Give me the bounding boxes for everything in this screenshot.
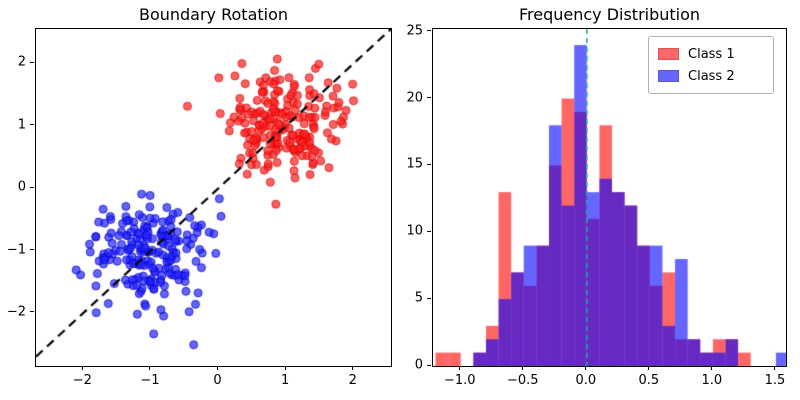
x-tick-label: −2 (72, 373, 92, 388)
legend: Class 1 Class 2 (648, 36, 774, 94)
tick-mark (427, 364, 431, 366)
tick-mark (81, 366, 83, 370)
x-tick-label: 0 (213, 373, 222, 388)
y-tick-label: 2 (17, 54, 26, 70)
x-tick-label: −0.5 (506, 373, 539, 388)
scatter-plot-area (35, 28, 392, 367)
y-tick-label: 25 (406, 23, 423, 39)
x-tick-label: 1.5 (764, 373, 786, 388)
y-tick-label: −1 (6, 242, 26, 258)
scatter-plot-title: Boundary Rotation (138, 5, 289, 24)
x-tick-label: −1 (140, 373, 160, 388)
tick-mark (427, 97, 431, 99)
tick-mark (30, 124, 34, 126)
x-tick-label: 0.5 (638, 373, 660, 388)
y-tick-label: 0 (17, 179, 26, 195)
tick-mark (459, 366, 461, 370)
y-tick-label: 5 (414, 290, 423, 306)
tick-mark (427, 230, 431, 232)
tick-mark (30, 61, 34, 63)
y-tick-label: −2 (6, 304, 26, 320)
legend-label-class2: Class 2 (688, 68, 735, 84)
tick-mark (284, 366, 286, 370)
x-tick-label: 1.0 (701, 373, 723, 388)
legend-entry-class1: Class 1 (658, 43, 764, 65)
tick-mark (774, 366, 776, 370)
tick-mark (217, 366, 219, 370)
y-tick-label: 1 (17, 117, 26, 133)
tick-mark (427, 163, 431, 165)
y-tick-label: 20 (406, 90, 423, 106)
tick-mark (711, 366, 713, 370)
tick-mark (427, 30, 431, 32)
tick-mark (522, 366, 524, 370)
tick-mark (585, 366, 587, 370)
histogram-plot-title: Frequency Distribution (518, 5, 701, 24)
y-tick-label: 15 (406, 156, 423, 172)
class2-color-swatch (658, 70, 679, 82)
tick-mark (352, 366, 354, 370)
tick-mark (648, 366, 650, 370)
x-tick-label: 0.0 (575, 373, 597, 388)
tick-mark (30, 186, 34, 188)
x-tick-label: 2 (348, 373, 357, 388)
x-tick-label: 1 (281, 373, 290, 388)
tick-mark (149, 366, 151, 370)
tick-mark (427, 297, 431, 299)
y-tick-label: 10 (406, 223, 423, 239)
y-tick-label: 0 (414, 357, 423, 373)
legend-label-class1: Class 1 (688, 46, 735, 62)
tick-mark (30, 311, 34, 313)
class1-color-swatch (658, 48, 679, 60)
x-tick-label: −1.0 (443, 373, 476, 388)
tick-mark (30, 249, 34, 251)
legend-entry-class2: Class 2 (658, 65, 764, 87)
